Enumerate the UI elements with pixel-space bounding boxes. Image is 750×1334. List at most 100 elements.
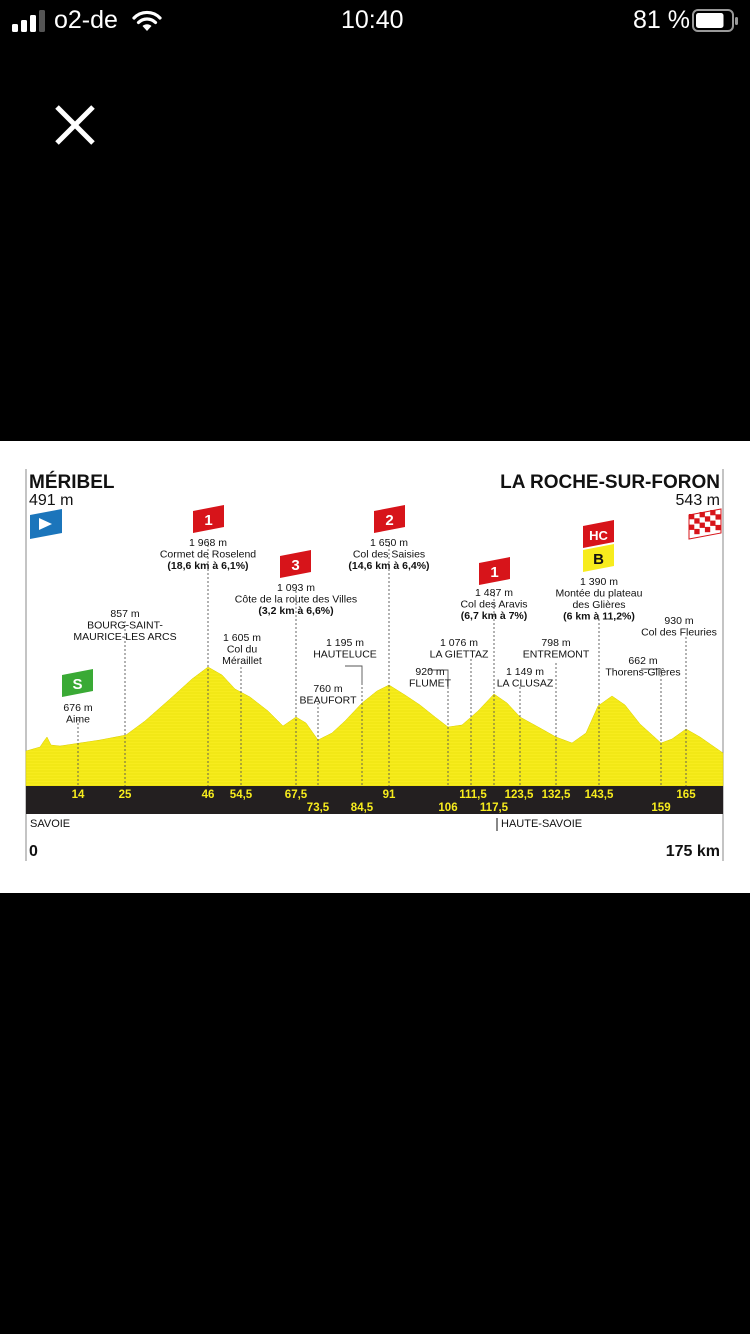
- point-alt: 760 m: [313, 683, 342, 695]
- sprint-flag-icon: S: [62, 669, 93, 697]
- distance-markers: 14 25 46 54,5 67,5 91 111,5 123,5 132,5 143,5 165 7…: [72, 789, 697, 814]
- point-name2: MAURICE-LES ARCS: [73, 631, 176, 643]
- point-alt: 662 m: [628, 655, 657, 667]
- close-icon: [55, 105, 95, 145]
- finish-town: LA ROCHE-SUR-FORON: [500, 472, 720, 493]
- point-alt: 930 m: [664, 615, 693, 627]
- point-alt: 676 m: [63, 702, 92, 714]
- point-name: Montée du plateau: [556, 588, 643, 600]
- km-marker: 111,5: [459, 789, 487, 801]
- clock: 10:40: [341, 6, 404, 34]
- close-button[interactable]: [50, 100, 100, 150]
- point-name: LA CLUSAZ: [497, 678, 554, 690]
- point-name2: Méraillet: [222, 655, 262, 667]
- climb-category-flag-icon: HC: [583, 520, 614, 548]
- point-name: Col des Fleuries: [641, 627, 717, 639]
- km-marker: 165: [676, 789, 696, 801]
- flag-label: 2: [385, 512, 393, 529]
- point-alt: 1 093 m: [277, 582, 315, 594]
- km-marker: 123,5: [505, 789, 534, 801]
- battery-percent: 81 %: [633, 6, 690, 34]
- flag-label: 3: [291, 557, 299, 574]
- km-marker: 106: [438, 802, 457, 814]
- finish-altitude: 543 m: [676, 492, 720, 509]
- climb-category-flag-icon: 3: [280, 550, 311, 578]
- point-alt: 1 076 m: [440, 637, 478, 649]
- point-name: Col du: [227, 644, 258, 656]
- point-name: Côte de la route des Villes: [235, 594, 357, 606]
- point-name: Aime: [66, 714, 90, 726]
- leader-lines: [77, 541, 687, 786]
- wifi-icon: [132, 10, 162, 31]
- stage-profile-image: MÉRIBEL 491 m LA ROCHE-SUR-FORON 543 m 1…: [0, 441, 750, 893]
- km-marker: 84,5: [351, 802, 374, 814]
- km-marker: 159: [651, 802, 670, 814]
- point-alt: 1 968 m: [189, 537, 227, 549]
- point-name: BOURG-SAINT-: [87, 620, 163, 632]
- finish-flag-icon: [688, 508, 722, 540]
- point-alt: 857 m: [110, 608, 139, 620]
- start-altitude: 491 m: [29, 492, 73, 509]
- point-name: BEAUFORT: [300, 695, 358, 707]
- point-name: HAUTELUCE: [313, 649, 377, 661]
- start-flag-icon: [30, 509, 62, 539]
- flag-label: 1: [490, 564, 498, 581]
- point-detail: (6 km à 11,2%): [563, 611, 635, 623]
- km-marker: 132,5: [542, 789, 571, 801]
- flag-label: S: [72, 676, 82, 693]
- point-name: Col des Aravis: [460, 599, 527, 611]
- point-alt: 798 m: [541, 637, 570, 649]
- km-marker: 14: [72, 789, 85, 801]
- climb-category-flag-icon: 1: [479, 557, 510, 585]
- climb-point-label: 1 149 mLA CLUSAZ: [497, 666, 554, 690]
- point-alt: 1 650 m: [370, 537, 408, 549]
- point-name: FLUMET: [409, 678, 452, 690]
- km-marker: 54,5: [230, 789, 253, 801]
- climb-category-flag-icon: 1: [193, 505, 224, 533]
- distance-band: [26, 786, 723, 814]
- point-detail: (18,6 km à 6,1%): [167, 560, 248, 572]
- total-distance: 175 km: [666, 843, 720, 860]
- km-marker: 67,5: [285, 789, 308, 801]
- carrier-label: o2-de: [54, 6, 118, 34]
- region-left: SAVOIE: [30, 818, 70, 830]
- stage-profile-chart: MÉRIBEL 491 m LA ROCHE-SUR-FORON 543 m 1…: [25, 469, 724, 861]
- region-right: HAUTE-SAVOIE: [501, 818, 582, 830]
- km-marker: 91: [383, 789, 396, 801]
- point-alt: 1 487 m: [475, 587, 513, 599]
- point-alt: 1 195 m: [326, 637, 364, 649]
- flag-label: B: [593, 551, 604, 568]
- point-alt: 1 390 m: [580, 576, 618, 588]
- status-bar: o2-de 10:40 81 %: [0, 0, 750, 42]
- km-marker: 25: [119, 789, 132, 801]
- climb-category-flag-icon: 2: [374, 505, 405, 533]
- point-name: Thorens-Glières: [605, 667, 680, 679]
- point-detail: (14,6 km à 6,4%): [348, 560, 429, 572]
- km-marker: 73,5: [307, 802, 330, 814]
- signal-icon: [12, 10, 45, 32]
- point-name: Col des Saisies: [353, 549, 425, 561]
- start-km: 0: [29, 843, 38, 860]
- point-name2: des Glières: [572, 599, 625, 611]
- flag-label: HC: [589, 528, 608, 543]
- point-name: Cormet de Roselend: [160, 549, 256, 561]
- start-town: MÉRIBEL: [29, 471, 115, 493]
- climb-point-label: 1 076 mLA GIETTAZ: [430, 637, 489, 661]
- point-name: LA GIETTAZ: [430, 649, 489, 661]
- km-marker: 117,5: [480, 802, 509, 814]
- km-marker: 46: [202, 789, 215, 801]
- point-detail: (3,2 km à 6,6%): [258, 605, 333, 617]
- km-marker: 143,5: [585, 789, 614, 801]
